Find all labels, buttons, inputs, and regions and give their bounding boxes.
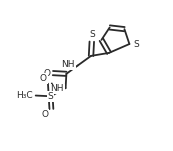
Text: O: O	[41, 110, 48, 119]
Text: S: S	[133, 40, 139, 48]
Text: H₃C: H₃C	[16, 91, 33, 100]
Text: S: S	[48, 92, 53, 101]
Text: NH: NH	[61, 60, 75, 69]
Text: O: O	[43, 69, 50, 78]
Text: O: O	[40, 74, 47, 83]
Text: S: S	[89, 30, 95, 39]
Text: NH: NH	[51, 84, 64, 93]
